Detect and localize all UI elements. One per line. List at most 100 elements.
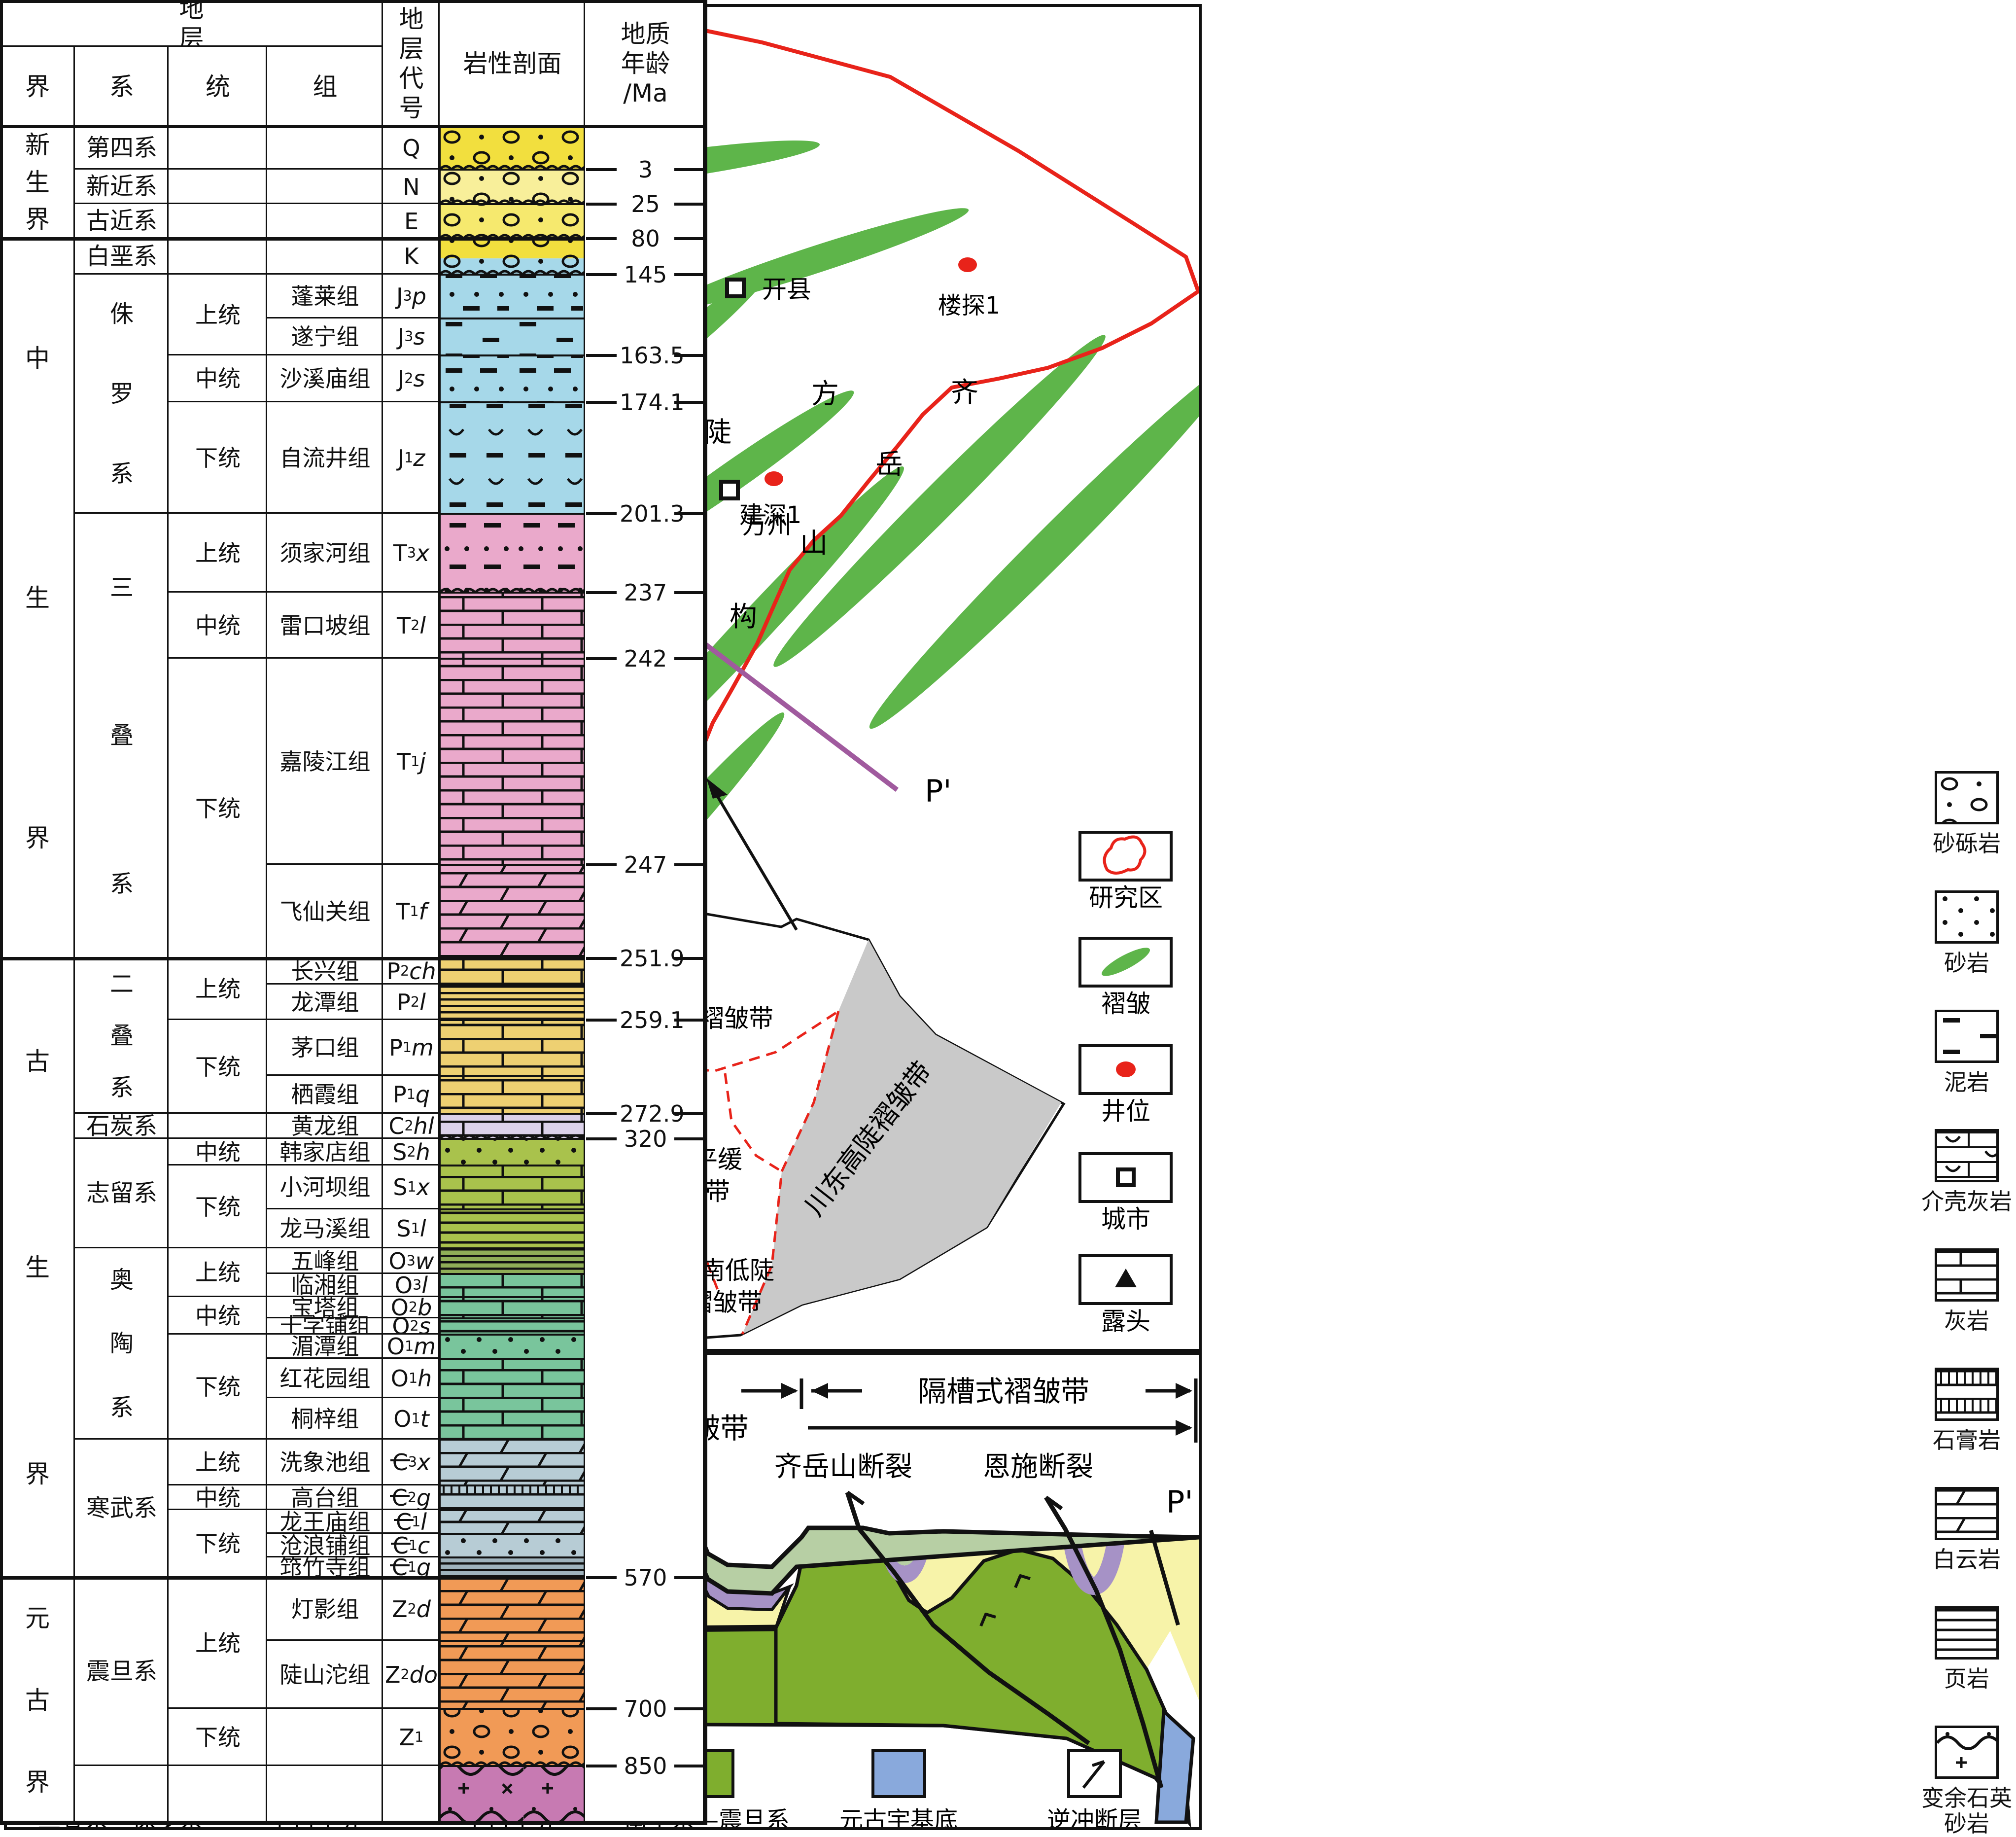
age-value: 25 (631, 191, 660, 217)
inset-pointer-arrowhead (706, 778, 728, 799)
formation-cell (266, 203, 384, 240)
formation-cell: 嘉陵江组 (266, 657, 384, 866)
formation-cell: 遂宁组 (266, 317, 384, 357)
series-cell: 上统 (167, 1247, 269, 1299)
belt-name-char: 构 (730, 601, 757, 633)
lith-legend-item: 介壳灰岩 (1917, 1129, 2016, 1215)
formation-cell (266, 1765, 384, 1825)
well-label: 楼探1 (938, 292, 1001, 319)
code-cell: E (382, 203, 441, 240)
age-value: 700 (624, 1696, 667, 1722)
belt-name-char: 岳 (875, 449, 903, 481)
system-cell: 震旦系 (73, 1576, 170, 1767)
series-cell: 上统 (167, 512, 269, 594)
formation-cell: 须家河组 (266, 512, 384, 594)
formation-cell: 五峰组 (266, 1247, 384, 1275)
section-lower-paleozoic-right (776, 1527, 1199, 1700)
lith-legend-swatch (1935, 1248, 1999, 1302)
fault-minor (1149, 1529, 1180, 1626)
lith-legend-item: 石膏岩 (1917, 1368, 2016, 1453)
series-cell (167, 125, 269, 171)
lith-legend-label: 灰岩 (1944, 1307, 1989, 1334)
legend-label: 褶皱 (1101, 989, 1150, 1018)
city-marker (719, 480, 740, 500)
well-marker (765, 471, 783, 486)
inset-dashed-boundary (724, 1073, 783, 1173)
formation-cell (266, 168, 384, 206)
header-age: 地质 年龄/Ma (584, 0, 707, 128)
system-cell: 寒武系 (73, 1438, 170, 1579)
series-cell: 中统 (167, 1484, 269, 1512)
system-cell: 古近系 (73, 203, 170, 240)
lith-legend-swatch (1935, 1487, 1999, 1540)
lith-legend-swatch (1935, 1606, 1999, 1660)
belt-name-char: 陡 (704, 417, 731, 449)
age-value: 247 (624, 851, 667, 878)
header-bottom-line (0, 125, 706, 128)
city-marker (725, 278, 746, 298)
formation-cell: 龙马溪组 (266, 1208, 384, 1250)
inset-dashed-boundary (741, 1011, 840, 1335)
series-cell (167, 203, 269, 240)
formation-cell: 临湘组 (266, 1272, 384, 1299)
age-value: 242 (624, 645, 667, 672)
formation-cell: 灯影组 (266, 1576, 384, 1642)
formation-cell: 小河坝组 (266, 1164, 384, 1211)
system-cell: 石炭系 (73, 1112, 170, 1140)
series-cell: 下统 (167, 1509, 269, 1579)
series-cell: 上统 (167, 1576, 269, 1710)
lithology-column (438, 125, 587, 1825)
panel-c-strat-column: (c) 地 层界系统组地层代号岩性剖面地质年龄/Ma新生界中生界古生界元古界第四… (0, 0, 707, 1826)
era-cell: 新生界 (0, 125, 76, 240)
section-basement-wedge (1154, 1707, 1195, 1824)
city-label: 开县 (762, 275, 811, 304)
formation-cell: 韩家店组 (266, 1137, 384, 1167)
formation-cell: 龙王庙组 (266, 1509, 384, 1535)
fold-shape (869, 361, 1199, 729)
system-cell (73, 1765, 170, 1825)
age-value: 850 (624, 1753, 667, 1779)
legend-label: 露头 (1101, 1307, 1150, 1336)
well-label: 建深1 (739, 501, 802, 529)
formation-cell: 湄潭组 (266, 1333, 384, 1360)
section-legend-label: 元古宇基底 (839, 1806, 958, 1827)
lith-legend-label: 介壳灰岩 (1921, 1188, 2012, 1215)
age-value: 237 (624, 579, 667, 606)
series-cell: 中统 (167, 1137, 269, 1167)
series-cell: 上统 (167, 957, 269, 1022)
series-cell: 下统 (167, 1019, 269, 1115)
series-cell: 下统 (167, 1333, 269, 1441)
series-cell: 下统 (167, 657, 269, 960)
age-value: 570 (624, 1564, 667, 1591)
lith-legend-label: 白云岩 (1933, 1546, 2001, 1573)
qiyueshan-fault-label: 齐岳山断裂 (774, 1451, 912, 1483)
lith-legend-item: 砂岩 (1917, 890, 2016, 976)
lith-legend-item: 白云岩 (1917, 1487, 2016, 1573)
lith-legend-item: 变余石英 砂岩 (1917, 1726, 2016, 1837)
lith-legend-swatch (1935, 771, 1999, 824)
header-formation: 组 (266, 45, 384, 128)
series-cell (167, 168, 269, 206)
fault-movement-mark (1014, 1574, 1031, 1589)
fault-qiyueshan (845, 1491, 1090, 1745)
system-cell: 第四系 (73, 125, 170, 171)
lith-legend-swatch (1935, 1726, 1999, 1779)
formation-cell: 高台组 (266, 1484, 384, 1512)
formation-cell: 黄龙组 (266, 1112, 384, 1140)
formation-cell: 雷口坡组 (266, 591, 384, 660)
code-cell: Q (382, 125, 441, 171)
age-value: 80 (631, 225, 660, 252)
